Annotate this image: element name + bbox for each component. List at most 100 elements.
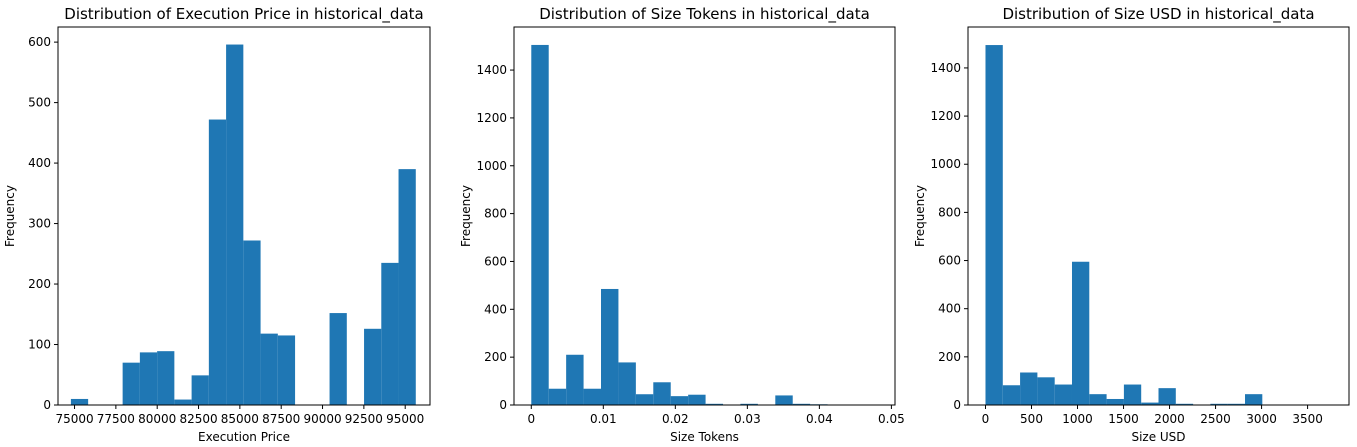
x-tick-label: 85000 bbox=[221, 412, 259, 426]
x-tick-label: 0 bbox=[982, 412, 990, 426]
y-tick-label: 1400 bbox=[476, 63, 507, 77]
x-tick-label: 0.03 bbox=[734, 412, 761, 426]
histogram-bar bbox=[1106, 398, 1124, 405]
histogram-bars bbox=[70, 44, 416, 406]
y-axis-label: Frequency bbox=[913, 185, 927, 247]
axes-frame bbox=[57, 26, 431, 406]
y-tick-label: 1200 bbox=[930, 109, 961, 123]
histogram-bar bbox=[139, 352, 158, 405]
histogram-bar bbox=[653, 382, 671, 405]
x-tick-label: 0.04 bbox=[806, 412, 833, 426]
y-tick-label: 1400 bbox=[930, 61, 961, 75]
y-axis-label: Frequency bbox=[3, 185, 17, 247]
x-tick-label: 77500 bbox=[97, 412, 135, 426]
x-tick-label: 3500 bbox=[1292, 412, 1323, 426]
y-tick-label: 0 bbox=[43, 398, 51, 412]
histogram-bar bbox=[1037, 377, 1055, 405]
histogram-bar bbox=[635, 394, 654, 405]
y-tick-label: 400 bbox=[938, 302, 961, 316]
y-tick-label: 1200 bbox=[476, 111, 507, 125]
histogram-bar bbox=[381, 262, 399, 405]
histogram-bar bbox=[174, 399, 192, 405]
histogram-bar bbox=[1227, 403, 1246, 405]
x-tick-label: 2000 bbox=[1154, 412, 1185, 426]
histogram-bars bbox=[531, 44, 880, 405]
x-axis-label: Execution Price bbox=[198, 430, 290, 444]
y-tick-label: 300 bbox=[28, 217, 51, 231]
x-tick-label: 0.05 bbox=[878, 412, 905, 426]
y-tick-label: 400 bbox=[28, 156, 51, 170]
y-tick-label: 600 bbox=[484, 254, 507, 268]
y-tick-label: 200 bbox=[938, 350, 961, 364]
histogram-bar bbox=[70, 398, 89, 405]
y-tick-label: 200 bbox=[484, 350, 507, 364]
histogram-bar bbox=[548, 388, 567, 405]
x-tick-label: 2500 bbox=[1200, 412, 1231, 426]
histogram-bar bbox=[670, 396, 689, 405]
y-tick-label: 600 bbox=[28, 35, 51, 49]
subplot-1: 75000 77500 80000 82500 85000 87500 90000 92500… bbox=[3, 5, 431, 444]
histogram-bar bbox=[1123, 384, 1142, 405]
histogram-bar bbox=[208, 119, 227, 406]
histogram-bar bbox=[157, 351, 175, 405]
x-tick-label: 1000 bbox=[1062, 412, 1093, 426]
x-tick-label: 0.02 bbox=[662, 412, 689, 426]
histogram-bar bbox=[705, 403, 724, 405]
x-tick-label: 90000 bbox=[303, 412, 341, 426]
histogram-bar bbox=[226, 44, 244, 406]
y-tick-label: 0 bbox=[499, 398, 507, 412]
chart-title: Distribution of Size USD in historical_d… bbox=[1002, 5, 1314, 24]
histogram-bar bbox=[566, 354, 584, 405]
histogram-bar bbox=[740, 403, 758, 405]
y-tick-label: 800 bbox=[484, 207, 507, 221]
histogram-bar bbox=[618, 362, 636, 405]
y-tick-label: 200 bbox=[28, 277, 51, 291]
histogram-bar bbox=[191, 375, 209, 405]
y-tick-label: 400 bbox=[484, 302, 507, 316]
histogram-bar bbox=[1089, 394, 1107, 405]
x-axis-label: Size USD bbox=[1131, 430, 1185, 444]
axes-frame bbox=[513, 26, 896, 406]
x-axis-label: Size Tokens bbox=[670, 430, 739, 444]
histogram-bar bbox=[1158, 388, 1176, 405]
chart-title: Distribution of Size Tokens in historica… bbox=[539, 5, 870, 24]
histogram-bar bbox=[1054, 384, 1072, 405]
histogram-bar bbox=[277, 335, 296, 405]
histogram-bar bbox=[364, 328, 382, 405]
axes-frame bbox=[967, 26, 1350, 406]
histogram-bar bbox=[601, 288, 619, 405]
y-tick-label: 1000 bbox=[476, 159, 507, 173]
histogram-bar bbox=[1071, 261, 1090, 405]
histogram-bar bbox=[1210, 403, 1228, 405]
y-axis-label: Frequency bbox=[459, 185, 473, 247]
histogram-bar bbox=[531, 44, 549, 405]
x-tick-label: 500 bbox=[1020, 412, 1043, 426]
y-tick-label: 1000 bbox=[930, 157, 961, 171]
histogram-bar bbox=[1175, 403, 1194, 405]
histogram-bar bbox=[583, 388, 602, 405]
histogram-bar bbox=[260, 333, 278, 405]
y-tick-label: 600 bbox=[938, 254, 961, 268]
x-tick-label: 1500 bbox=[1108, 412, 1139, 426]
x-tick-label: 3000 bbox=[1246, 412, 1277, 426]
x-tick-label: 92500 bbox=[345, 412, 383, 426]
histogram-bar bbox=[1245, 394, 1263, 405]
y-tick-label: 800 bbox=[938, 205, 961, 219]
x-tick-label: 82500 bbox=[179, 412, 217, 426]
x-tick-label: 95000 bbox=[386, 412, 424, 426]
histogram-bar bbox=[1020, 372, 1038, 405]
histogram-bar bbox=[122, 362, 140, 405]
x-tick-label: 0 bbox=[527, 412, 535, 426]
histogram-bar bbox=[775, 395, 793, 405]
histogram-bar bbox=[1141, 402, 1159, 405]
x-tick-label: 80000 bbox=[138, 412, 176, 426]
y-tick-label: 500 bbox=[28, 96, 51, 110]
chart-title: Distribution of Execution Price in histo… bbox=[64, 5, 423, 24]
histogram-bar bbox=[1002, 385, 1021, 405]
y-tick-label: 0 bbox=[953, 398, 961, 412]
histogram-bar bbox=[329, 313, 347, 405]
x-tick-label: 87500 bbox=[262, 412, 300, 426]
subplot-3: 0 500 1000 1500 2000 2500 3000 3500 0 200 400 600 80… bbox=[913, 5, 1350, 444]
